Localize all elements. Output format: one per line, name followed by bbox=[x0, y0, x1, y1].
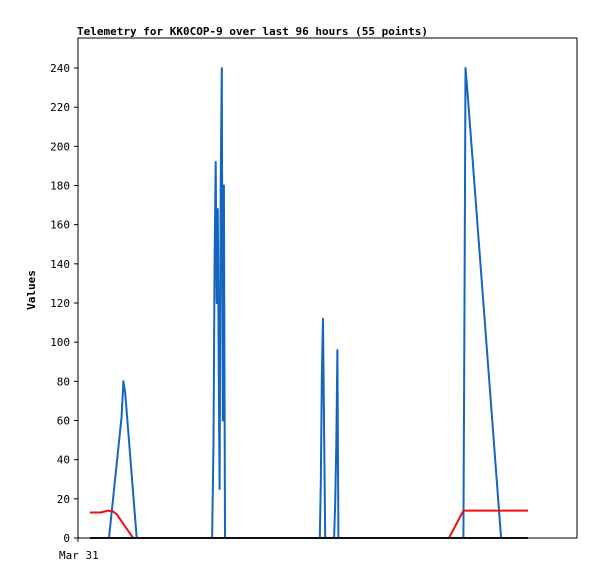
y-tick-label: 180 bbox=[50, 180, 70, 193]
y-tick-label: 60 bbox=[57, 415, 70, 428]
series-layer bbox=[90, 67, 528, 539]
x-axis: Mar 31 bbox=[59, 538, 99, 562]
chart-title: Telemetry for KK0COP-9 over last 96 hour… bbox=[77, 25, 428, 38]
plot-area bbox=[77, 37, 578, 539]
y-axis-label: Values bbox=[25, 270, 38, 310]
y-axis: 0 20 40 60 80 100 120 140 160 180 200 220 240 bbox=[50, 62, 78, 545]
y-tick-label: 240 bbox=[50, 62, 70, 75]
y-tick-label: 40 bbox=[57, 454, 70, 467]
y-tick-label: 120 bbox=[50, 297, 70, 310]
y-tick-label: 160 bbox=[50, 219, 70, 232]
y-tick-label: 20 bbox=[57, 493, 70, 506]
x-tick-label: Mar 31 bbox=[59, 549, 99, 562]
y-tick-label: 80 bbox=[57, 375, 70, 388]
series-line-2 bbox=[90, 509, 528, 539]
y-tick-label: 200 bbox=[50, 140, 70, 153]
y-tick-label: 140 bbox=[50, 258, 70, 271]
y-tick-label: 220 bbox=[50, 101, 70, 114]
y-tick-label: 100 bbox=[50, 336, 70, 349]
y-tick-label: 0 bbox=[63, 532, 70, 545]
